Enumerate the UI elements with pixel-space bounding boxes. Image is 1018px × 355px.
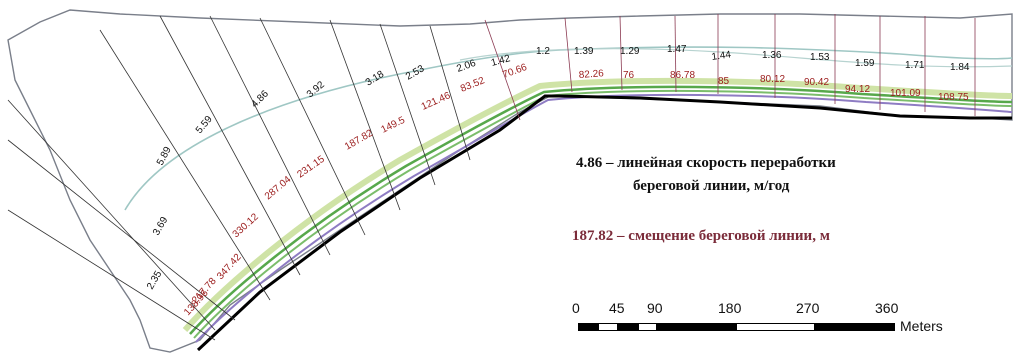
transect-shift-label: 330.12	[231, 211, 261, 240]
transect-line	[209, 15, 331, 256]
transect-shift-label: 85	[718, 76, 730, 87]
transect-rate-label: 1.29	[620, 46, 640, 57]
transect-rate-label: 2.53	[404, 63, 427, 82]
transect-rate-label: 1.44	[711, 49, 732, 63]
transect-rate-label: 1.42	[490, 53, 512, 69]
transect-shift-label: 90.42	[804, 77, 829, 88]
transect-rate-label: 5.59	[194, 114, 215, 136]
transect-rate-label: 1.2	[536, 46, 550, 57]
transect-line	[674, 15, 677, 93]
transect-shift-label: 231.15	[295, 154, 327, 181]
transect-rate-label: 4.86	[249, 88, 271, 110]
transect-line	[259, 17, 366, 236]
transect-rate-label: 1.53	[810, 52, 830, 63]
legend-rate-line1: 4.86 – линейная скорость переработки	[576, 155, 836, 171]
transect-rate-label: 1.36	[762, 50, 782, 61]
transect-rate-label: 2.06	[455, 58, 477, 75]
transect-shift-label: 287.04	[263, 174, 294, 202]
transect-shift-label: 149.5	[379, 115, 407, 136]
scale-seg	[657, 323, 736, 331]
scale-tick-360: 360	[875, 300, 899, 316]
transect-rate-label: 1.84	[950, 62, 970, 73]
transect-line	[429, 25, 471, 161]
transect-shift-label: 82.26	[578, 68, 604, 81]
scale-seg	[638, 323, 657, 331]
transect-line	[7, 99, 216, 331]
scale-seg	[598, 323, 618, 331]
scale-tick-0: 0	[572, 300, 580, 316]
scale-seg	[578, 323, 598, 331]
scale-unit: Meters	[900, 318, 943, 334]
transect-lines	[7, 14, 976, 341]
legend-rate-line2: береговой линии, м/год	[633, 178, 790, 194]
scale-tick-90: 90	[647, 300, 663, 316]
offshore-contour-outer	[124, 46, 1013, 211]
transect-rate-label: 3.92	[305, 79, 327, 100]
transect-rate-label: 3.69	[151, 215, 170, 238]
offshore-contour-inner	[459, 48, 1013, 68]
transect-line	[99, 29, 271, 301]
transect-line	[329, 19, 401, 211]
shoreline-band-green	[189, 85, 1013, 335]
transect-shift-label: 101.09	[890, 88, 921, 99]
transect-line	[379, 23, 436, 186]
transect-rate-label: 1.59	[855, 58, 875, 69]
transect-rate-label: 3.18	[364, 69, 387, 89]
transect-line	[159, 15, 301, 276]
shoreline-band-light	[182, 77, 1013, 332]
transect-shift-label: 86.78	[670, 70, 695, 81]
transect-line	[484, 19, 521, 121]
transect-shift-label: 121.46	[420, 90, 453, 113]
transect-line	[619, 15, 623, 91]
transect-shift-label: 94.12	[845, 84, 870, 95]
transect-line	[564, 17, 573, 93]
transect-shift-label: 83.52	[459, 75, 487, 95]
transect-shift-label: 80.12	[760, 74, 785, 85]
coastline	[196, 94, 1012, 352]
transect-rate-label: 2.35	[145, 269, 164, 292]
transect-line	[7, 139, 236, 321]
scale-tick-45: 45	[609, 300, 625, 316]
transect-rate-label: 1.47	[667, 44, 687, 55]
scale-tick-270: 270	[796, 300, 820, 316]
transect-shift-label: 76	[623, 70, 635, 81]
transect-shift-label: 108.75	[938, 92, 969, 103]
scale-seg	[618, 323, 638, 331]
shoreline-band-purple	[195, 93, 1013, 343]
transect-rate-label: 1.39	[574, 46, 594, 57]
transect-shift-label: 187.82	[343, 128, 375, 153]
legend-shift: 187.82 – смещение береговой линии, м	[572, 228, 830, 244]
transect-rate-label: 5.89	[155, 145, 174, 168]
transect-rate-label: 1.71	[905, 60, 925, 71]
scale-seg	[736, 323, 815, 331]
scale-tick-180: 180	[718, 300, 742, 316]
scale-seg	[815, 323, 895, 331]
transect-line	[7, 209, 216, 341]
